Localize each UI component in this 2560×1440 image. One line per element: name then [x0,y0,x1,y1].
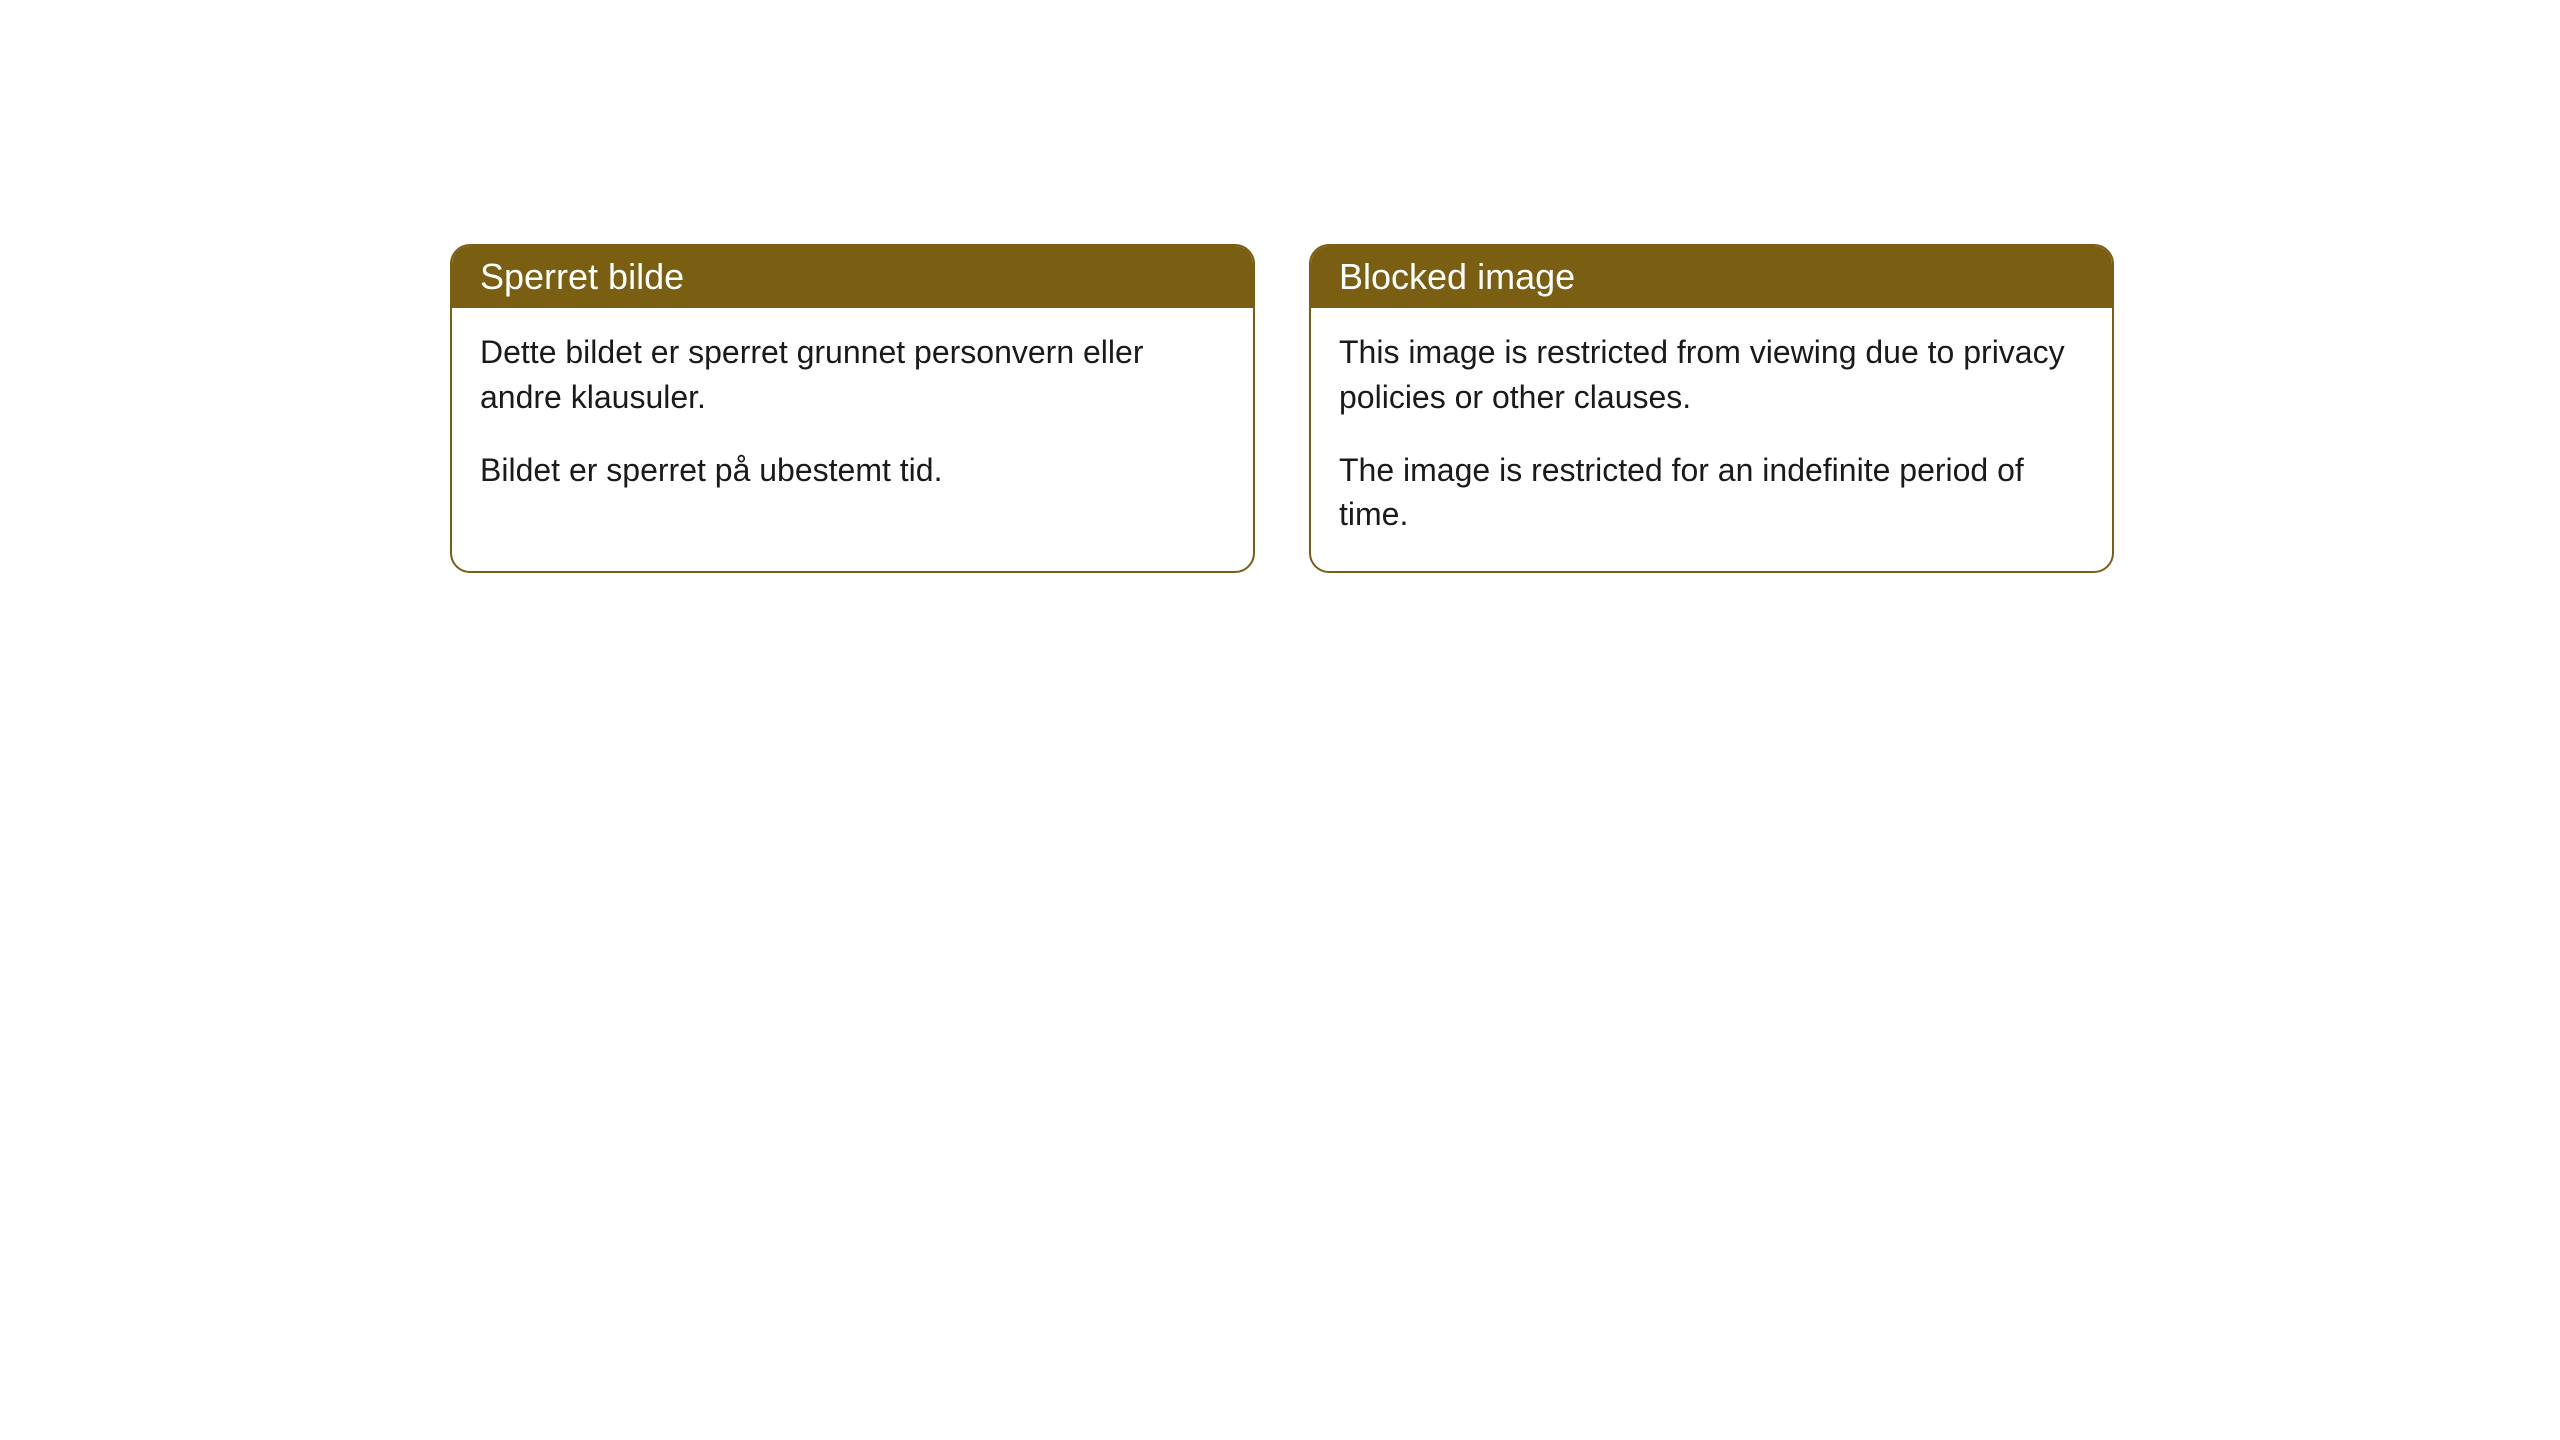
card-paragraph-1-norwegian: Dette bildet er sperret grunnet personve… [480,330,1225,420]
card-header-english: Blocked image [1311,246,2112,308]
card-body-english: This image is restricted from viewing du… [1311,308,2112,571]
blocked-image-card-english: Blocked image This image is restricted f… [1309,244,2114,573]
card-paragraph-1-english: This image is restricted from viewing du… [1339,330,2084,420]
card-paragraph-2-english: The image is restricted for an indefinit… [1339,448,2084,538]
notice-cards-container: Sperret bilde Dette bildet er sperret gr… [450,244,2114,573]
blocked-image-card-norwegian: Sperret bilde Dette bildet er sperret gr… [450,244,1255,573]
card-header-norwegian: Sperret bilde [452,246,1253,308]
card-body-norwegian: Dette bildet er sperret grunnet personve… [452,308,1253,526]
card-paragraph-2-norwegian: Bildet er sperret på ubestemt tid. [480,448,1225,493]
